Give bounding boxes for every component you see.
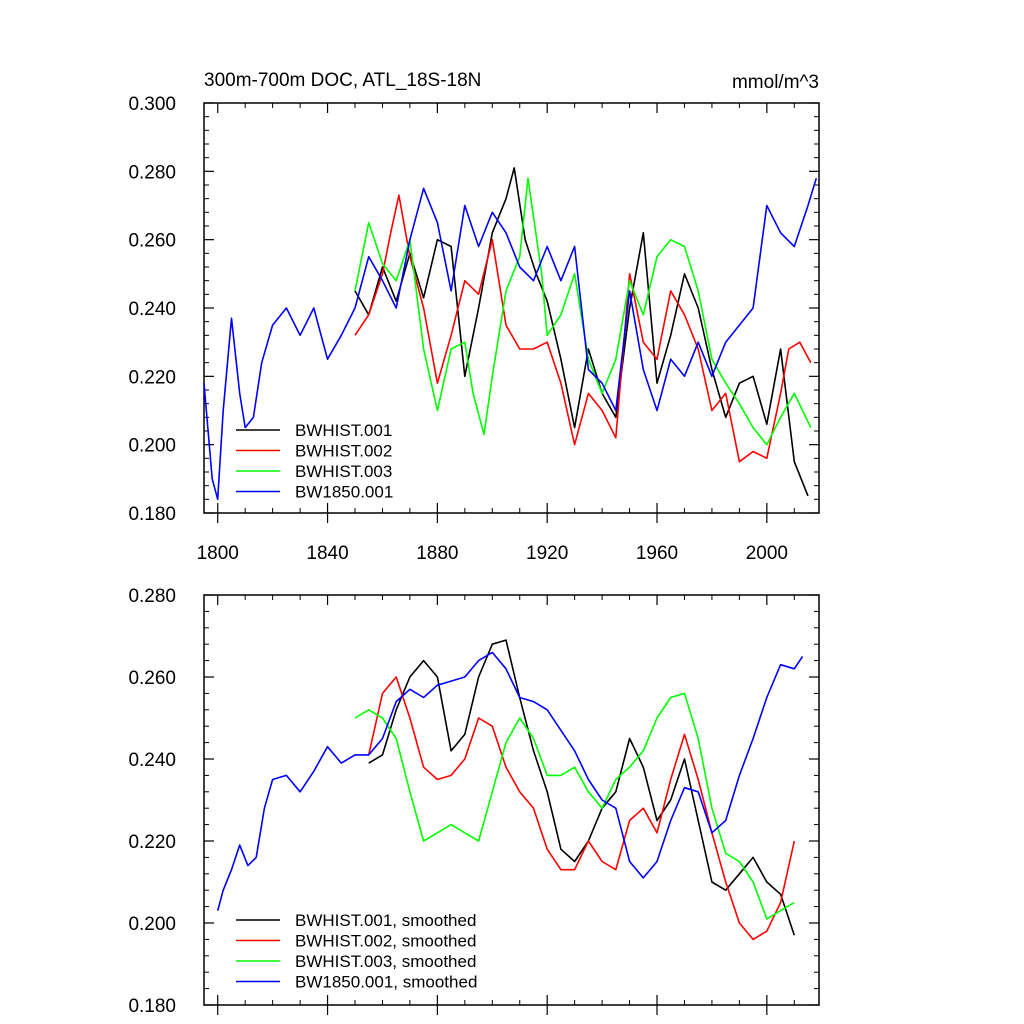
top-chart-units: mmol/m^3 — [732, 72, 819, 93]
top-y-tick-label: 0.260 — [128, 231, 176, 252]
top-series-line-bwhist-002 — [354, 194, 812, 463]
top-y-tick-label: 0.300 — [128, 94, 176, 115]
bottom-y-tick-label: 0.220 — [128, 832, 176, 853]
top-x-tick-label: 1960 — [636, 543, 678, 564]
bottom-series-line-bwhist-001-smoothed — [368, 639, 796, 936]
bottom-y-tick-label: 0.240 — [128, 750, 176, 771]
top-axis-ticks: 1800 1840 1880 1920 1960 2000 0.180 0.200 0.220 0… — [128, 94, 819, 564]
bottom-series-lines — [216, 639, 804, 941]
bottom-y-tick-label: 0.180 — [128, 996, 176, 1017]
top-legend-label-bwhist-003: BWHIST.003 — [295, 462, 392, 481]
bottom-chart-panel: 0.180 0.200 0.220 0.240 0.260 0.280 BWHIST.00… — [128, 586, 820, 1017]
top-legend-label-bw1850-001: BW1850.001 — [295, 483, 393, 502]
bottom-y-tick-label: 0.200 — [128, 914, 176, 935]
bottom-y-tick-label: 0.260 — [128, 668, 176, 689]
top-y-tick-label: 0.240 — [128, 299, 176, 320]
top-x-tick-label: 1920 — [526, 543, 568, 564]
bottom-series-line-bw1850-001-smoothed — [216, 651, 804, 911]
bottom-legend-label-bw1850-001-smoothed: BW1850.001, smoothed — [295, 973, 477, 992]
top-series-lines — [203, 167, 818, 501]
top-series-line-bwhist-001 — [354, 167, 809, 497]
bottom-y-tick-label: 0.280 — [128, 586, 176, 607]
bottom-series-line-bwhist-002-smoothed — [367, 676, 796, 941]
bottom-legend-label-bwhist-003-smoothed: BWHIST.003, smoothed — [295, 952, 476, 971]
top-legend-label-bwhist-001: BWHIST.001 — [295, 421, 392, 440]
bottom-plot-frame — [203, 594, 820, 1006]
top-series-line-bwhist-003 — [354, 177, 812, 446]
bottom-series-line-bwhist-003-smoothed — [354, 692, 795, 920]
top-series-line-bw1850-001 — [203, 177, 818, 501]
top-x-tick-label: 1800 — [197, 543, 239, 564]
top-y-tick-label: 0.200 — [128, 436, 176, 457]
top-legend-label-bwhist-002: BWHIST.002 — [295, 442, 392, 461]
top-y-tick-label: 0.280 — [128, 162, 176, 183]
top-chart-panel: 1800 1840 1880 1920 1960 2000 0.180 0.200 0.220 0… — [128, 70, 820, 564]
top-x-tick-label: 1840 — [306, 543, 348, 564]
top-chart-title: 300m-700m DOC, ATL_18S-18N — [204, 70, 481, 91]
bottom-legend: BWHIST.001, smoothed BWHIST.002, smoothed… — [236, 911, 477, 992]
top-x-tick-label: 2000 — [746, 543, 788, 564]
top-y-tick-label: 0.180 — [128, 504, 176, 525]
top-x-tick-label: 1880 — [416, 543, 458, 564]
top-y-tick-label: 0.220 — [128, 367, 176, 388]
bottom-legend-label-bwhist-001-smoothed: BWHIST.001, smoothed — [295, 911, 476, 930]
bottom-legend-label-bwhist-002-smoothed: BWHIST.002, smoothed — [295, 932, 476, 951]
bottom-axis-ticks: 0.180 0.200 0.220 0.240 0.260 0.280 — [128, 586, 819, 1017]
